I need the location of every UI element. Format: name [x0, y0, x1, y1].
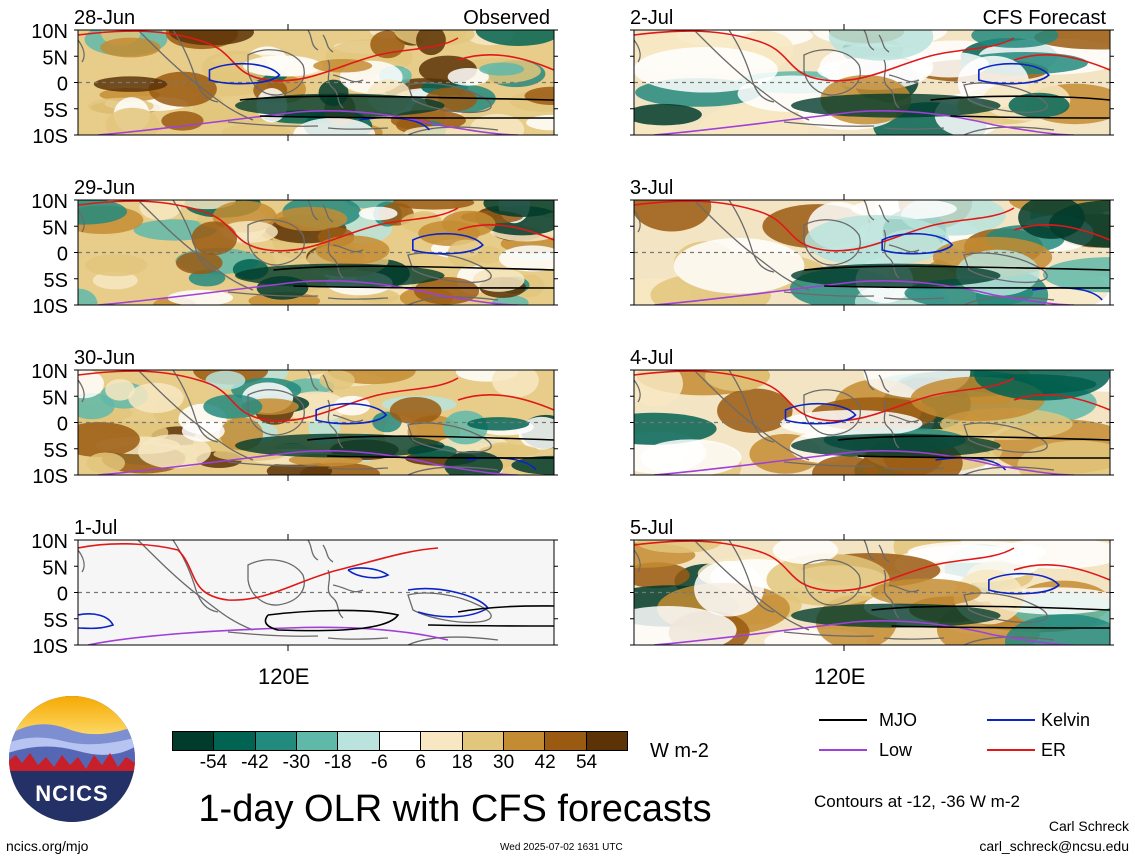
colorbar-swatch [585, 732, 627, 750]
ncics-logo: NCICS [9, 696, 135, 822]
footer-timestamp: Wed 2025-07-02 1631 UTC [500, 842, 623, 853]
map-panel-1-Jul: 1-Jul 10N 5N 0 5S 10S [31, 517, 558, 658]
lat-label: 10N [31, 531, 68, 553]
lat-label: 0 [57, 414, 68, 436]
legend-item-low: Low [815, 738, 965, 762]
colorbar-swatch [544, 732, 586, 750]
lat-label: 5S [44, 100, 68, 122]
legend-label-kelvin: Kelvin [1041, 710, 1091, 730]
panel-date-label: 3-Jul [630, 177, 673, 199]
legend-line-kelvin [987, 719, 1035, 721]
legend-line-mjo [819, 719, 867, 721]
colorbar-tick-label: -54 [199, 752, 228, 773]
olr-map-panels: 28-Jun Observed10N5N05S10S29-Jun10N5N05S1… [31, 7, 1114, 658]
colorbar-tick-label: 30 [493, 752, 515, 773]
map-panel-2-Jul: 2-Jul CFS Forecast [630, 7, 1114, 141]
colorbar-tick-label: 6 [415, 752, 426, 773]
lat-label: 10S [32, 466, 68, 488]
colorbar-tick-label: 54 [575, 752, 598, 773]
map-panel-28-Jun: 28-Jun Observed 10N 5N 0 5S 10S [31, 7, 558, 148]
lat-label: 0 [57, 584, 68, 606]
panel-date-label: 30-Jun [74, 347, 135, 369]
legend-item-mjo: MJO [815, 708, 965, 732]
colorbar [172, 731, 628, 751]
map-panel-30-Jun: 30-Jun 10N 5N 0 5S 10S [31, 347, 558, 488]
map-panel-5-Jul: 5-Jul [630, 517, 1114, 651]
footer-author: Carl Schreck [1048, 818, 1129, 834]
colorbar-swatch [213, 732, 255, 750]
lat-label: 5N [42, 557, 68, 579]
colorbar-tick-label: -18 [324, 752, 352, 773]
legend-label-mjo: MJO [879, 710, 917, 730]
legend-item-er: ER [985, 738, 1125, 762]
column-header: CFS Forecast [983, 7, 1107, 29]
lat-label: 5S [44, 610, 68, 632]
footer-url[interactable]: ncics.org/mjo [6, 838, 89, 854]
panel-date-label: 2-Jul [630, 7, 673, 29]
colorbar-swatch [173, 732, 214, 750]
colorbar-ticks: -54 -42 -30 -18 -6 6 18 30 42 54 [172, 752, 628, 776]
lat-label: 0 [57, 74, 68, 96]
panel-date-label: 1-Jul [74, 517, 117, 539]
lat-label: 5S [44, 440, 68, 462]
colorbar-swatch [378, 732, 421, 750]
lat-label: 5N [42, 217, 68, 239]
legend-item-kelvin: Kelvin [985, 708, 1125, 732]
colorbar-swatch [502, 732, 545, 750]
colorbar-tick-label: -6 [370, 752, 388, 773]
colorbar-swatch [254, 732, 297, 750]
legend: MJO Kelvin Low ER [815, 708, 1115, 768]
legend-line-low [819, 749, 867, 751]
contours-note: Contours at -12, -36 W m-2 [814, 792, 1020, 811]
colorbar-tick-label: -42 [241, 752, 269, 773]
panel-date-label: 29-Jun [74, 177, 135, 199]
map-panel-29-Jun: 29-Jun 10N 5N 0 5S 10S [31, 177, 558, 318]
legend-line-er [987, 749, 1035, 751]
lat-label: 0 [57, 244, 68, 266]
figure-title: 1-day OLR with CFS forecasts [198, 788, 712, 830]
legend-label-er: ER [1041, 740, 1067, 760]
colorbar-swatch [461, 732, 503, 750]
colorbar-tick-label: 42 [534, 752, 556, 773]
colorbar-tick-label: 18 [451, 752, 473, 773]
lat-label: 10S [32, 296, 68, 318]
column-header: Observed [463, 7, 550, 29]
colorbar-swatch [420, 732, 462, 750]
lat-label: 10N [31, 191, 68, 213]
legend-label-low: Low [879, 740, 913, 760]
panel-date-label: 28-Jun [74, 7, 135, 29]
colorbar-swatch [337, 732, 379, 750]
logo-text: NCICS [35, 781, 108, 806]
colorbar-tick-label: -30 [282, 752, 311, 773]
panel-date-label: 5-Jul [630, 517, 673, 539]
lat-label: 10S [32, 126, 68, 148]
map-panel-3-Jul: 3-Jul [630, 177, 1114, 311]
map-panel-4-Jul: 4-Jul [630, 347, 1114, 481]
lat-label: 10N [31, 361, 68, 383]
lat-label: 5N [42, 387, 68, 409]
colorbar-swatch [296, 732, 338, 750]
lat-label: 5N [42, 47, 68, 69]
lat-label: 10N [31, 21, 68, 43]
lon-label-left: 120E [258, 664, 310, 689]
footer-email[interactable]: carl_schreck@ncsu.edu [979, 838, 1129, 854]
panel-date-label: 4-Jul [630, 347, 673, 369]
lat-label: 10S [32, 636, 68, 658]
colorbar-units: W m-2 [650, 740, 709, 762]
lat-label: 5S [44, 270, 68, 292]
lon-label-right: 120E [814, 664, 866, 689]
